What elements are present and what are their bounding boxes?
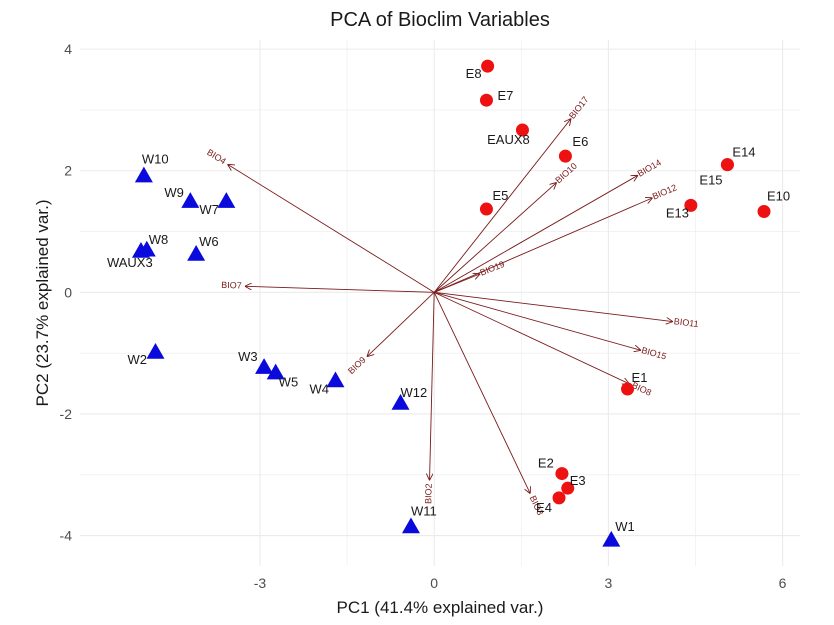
point-label-e6: E6 [572, 134, 588, 149]
point-e2 [555, 467, 569, 481]
loading-arrow-bio8 [434, 291, 629, 383]
loading-arrow-bio10 [433, 183, 556, 293]
point-label-eaux8: EAUX8 [487, 132, 530, 147]
loading-label-bio11: BIO11 [673, 316, 699, 329]
point-label-e15: E15 [699, 173, 722, 188]
loading-label-bio10: BIO10 [553, 161, 579, 185]
point-label-w10: W10 [142, 152, 169, 167]
loading-label-bio12: BIO12 [651, 182, 678, 201]
loading-label-bio7: BIO7 [221, 280, 242, 291]
point-w3 [255, 358, 274, 374]
loading-arrow-bio3 [433, 292, 530, 493]
point-label-w6: W6 [199, 234, 219, 249]
point-label-w9: W9 [164, 185, 184, 200]
point-waux3 [131, 242, 150, 258]
loading-label-bio4: BIO4 [205, 147, 228, 166]
point-label-w12: W12 [401, 385, 428, 400]
y-tick-label: 0 [64, 284, 72, 300]
point-e3 [561, 481, 575, 495]
grid-lines [80, 40, 800, 566]
loading-arrow-bio9 [367, 292, 435, 356]
point-label-w5: W5 [279, 375, 299, 390]
point-e7 [479, 93, 493, 107]
point-label-e10: E10 [767, 188, 790, 203]
sample-points: E8 E7 EAUX8 E6 E5 E14 E15 E13 E10 E1 E2 E3 E4 W10 W9 W7… [107, 59, 790, 547]
point-label-e1: E1 [632, 370, 648, 385]
point-label-e14: E14 [732, 145, 755, 160]
point-label-e7: E7 [497, 88, 513, 103]
point-eaux8 [515, 123, 529, 137]
loading-arrow-bio15 [434, 291, 640, 350]
point-w7 [217, 192, 236, 208]
point-w12 [391, 394, 410, 410]
loading-label-bio19: BIO19 [479, 259, 506, 278]
y-tick-label: 4 [64, 41, 72, 57]
point-label-waux3: WAUX3 [107, 255, 153, 270]
point-w10 [134, 166, 153, 183]
point-e10 [757, 204, 771, 218]
loading-arrow-bio12 [434, 198, 652, 293]
y-axis-title: PC2 (23.7% explained var.) [33, 200, 52, 407]
x-tick-label: 3 [604, 575, 612, 591]
x-tick-label: 0 [430, 575, 438, 591]
point-label-w7: W7 [199, 202, 219, 217]
point-label-e8: E8 [466, 66, 482, 81]
y-tick-label: -2 [60, 406, 73, 422]
point-w6 [187, 245, 206, 261]
point-label-e4: E4 [536, 500, 552, 515]
point-label-w3: W3 [238, 349, 258, 364]
point-label-w2: W2 [127, 352, 147, 367]
loading-arrow-bio2 [430, 292, 435, 479]
loading-label-bio2: BIO2 [423, 483, 433, 504]
point-label-w11: W11 [411, 503, 437, 518]
point-w4 [326, 371, 345, 388]
loading-label-bio14: BIO14 [636, 157, 663, 178]
point-e1 [621, 382, 635, 396]
point-e5 [479, 202, 493, 216]
point-w9 [181, 192, 200, 208]
loading-arrow-bio17 [433, 119, 570, 293]
point-e13 [684, 198, 698, 212]
point-label-w8: W8 [149, 232, 169, 247]
y-tick-label: 2 [64, 163, 72, 179]
point-label-e2: E2 [538, 456, 554, 471]
point-label-w4: W4 [309, 382, 329, 397]
x-tick-label: -3 [254, 575, 267, 591]
point-label-e3: E3 [570, 473, 586, 488]
point-e8 [481, 59, 495, 73]
point-label-w1: W1 [615, 519, 635, 534]
loading-arrow-bio11 [434, 291, 672, 321]
point-label-e13: E13 [666, 205, 689, 220]
x-axis-title: PC1 (41.4% explained var.) [337, 598, 544, 617]
loading-label-bio15: BIO15 [640, 345, 667, 362]
loading-arrow-bio7 [245, 286, 435, 293]
point-e4 [552, 491, 566, 505]
loading-label-bio9: BIO9 [346, 355, 368, 376]
loading-arrow-bio14 [433, 176, 637, 293]
point-w1 [602, 530, 621, 547]
loading-arrow-bio4 [228, 165, 435, 293]
point-w5 [266, 363, 285, 380]
point-e6 [558, 149, 572, 163]
point-w11 [401, 517, 420, 534]
point-w2 [146, 342, 165, 359]
x-tick-label: 6 [779, 575, 787, 591]
point-e15 [720, 158, 734, 172]
point-label-e5: E5 [492, 188, 508, 203]
chart-title: PCA of Bioclim Variables [330, 9, 550, 31]
axis-ticks: -3 0 3 6 -4 -2 0 2 4 [60, 41, 787, 591]
loading-label-bio17: BIO17 [567, 95, 591, 121]
loading-vectors: BIO4BIO7BIO9BIO2BIO3BIO8BIO15BIO11BIO19B… [205, 95, 699, 517]
y-tick-label: -4 [60, 528, 73, 544]
